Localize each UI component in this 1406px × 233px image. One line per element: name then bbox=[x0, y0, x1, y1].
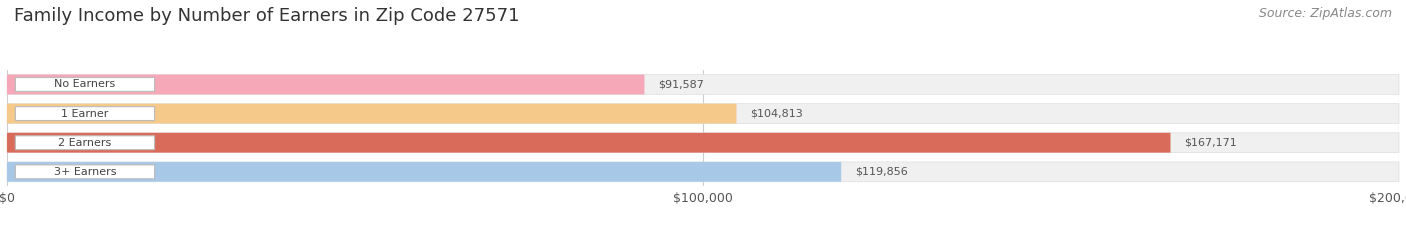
Text: 3+ Earners: 3+ Earners bbox=[53, 167, 117, 177]
Text: $167,171: $167,171 bbox=[1184, 138, 1237, 148]
FancyBboxPatch shape bbox=[7, 75, 644, 94]
Text: $104,813: $104,813 bbox=[751, 109, 803, 119]
FancyBboxPatch shape bbox=[15, 107, 155, 120]
FancyBboxPatch shape bbox=[7, 162, 1399, 182]
Text: 1 Earner: 1 Earner bbox=[62, 109, 108, 119]
FancyBboxPatch shape bbox=[15, 165, 155, 179]
FancyBboxPatch shape bbox=[15, 136, 155, 150]
FancyBboxPatch shape bbox=[7, 133, 1399, 153]
Text: Family Income by Number of Earners in Zip Code 27571: Family Income by Number of Earners in Zi… bbox=[14, 7, 520, 25]
Text: $91,587: $91,587 bbox=[658, 79, 704, 89]
FancyBboxPatch shape bbox=[7, 104, 1399, 123]
Text: Source: ZipAtlas.com: Source: ZipAtlas.com bbox=[1258, 7, 1392, 20]
Text: No Earners: No Earners bbox=[55, 79, 115, 89]
FancyBboxPatch shape bbox=[7, 133, 1170, 153]
FancyBboxPatch shape bbox=[7, 75, 1399, 94]
Text: $119,856: $119,856 bbox=[855, 167, 908, 177]
FancyBboxPatch shape bbox=[7, 162, 841, 182]
Text: 2 Earners: 2 Earners bbox=[59, 138, 111, 148]
FancyBboxPatch shape bbox=[7, 104, 737, 123]
FancyBboxPatch shape bbox=[15, 78, 155, 91]
